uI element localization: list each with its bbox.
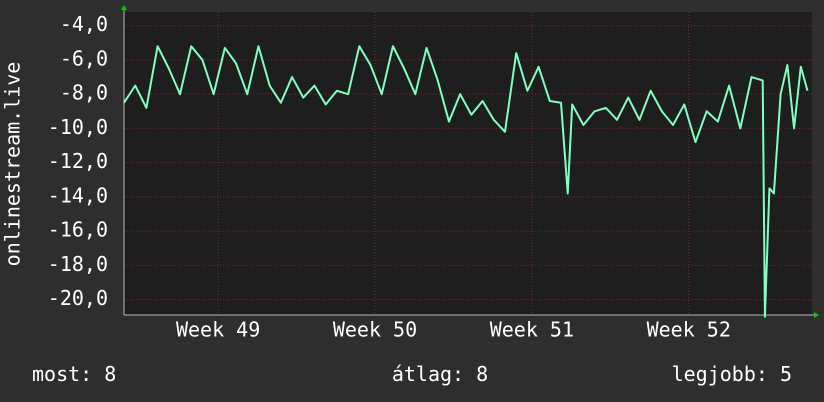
y-tick-label: -4,0	[60, 12, 108, 36]
stat: most: 8	[32, 362, 116, 386]
stat-label: legjobb:	[672, 362, 768, 386]
y-tick-label: -6,0	[60, 46, 108, 70]
y-tick-label: -16,0	[48, 218, 108, 242]
y-tick-label: -10,0	[48, 115, 108, 139]
axis-arrow	[814, 312, 819, 318]
stat-value: 8	[476, 362, 488, 386]
y-tick-label: -8,0	[60, 81, 108, 105]
stat-value: 8	[104, 362, 116, 386]
stat: legjobb: 5	[672, 362, 792, 386]
y-tick-label: -18,0	[48, 252, 108, 276]
x-tick-label: Week 50	[333, 318, 417, 342]
stat-label: most:	[32, 362, 92, 386]
y-tick-label: -14,0	[48, 183, 108, 207]
y-tick-label: -20,0	[48, 286, 108, 310]
y-axis-label: onlinestream.live	[1, 62, 25, 267]
x-tick-label: Week 51	[490, 318, 574, 342]
stat-label: átlag:	[392, 362, 464, 386]
y-tick-label: -12,0	[48, 149, 108, 173]
data-line	[123, 45, 809, 318]
axis-arrow	[121, 5, 127, 10]
x-tick-label: Week 49	[176, 318, 260, 342]
plot-area	[124, 12, 812, 315]
x-tick-label: Week 52	[647, 318, 731, 342]
stat: átlag: 8	[392, 362, 488, 386]
stat-value: 5	[780, 362, 792, 386]
